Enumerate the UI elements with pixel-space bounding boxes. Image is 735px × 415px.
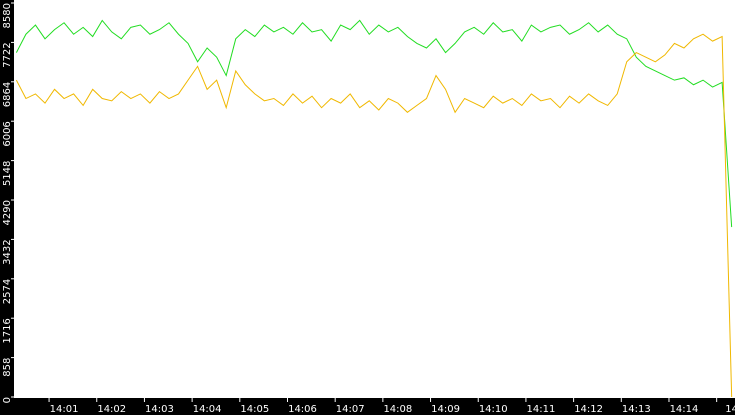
y-tick-label: 6864	[2, 82, 13, 107]
x-tick-label: 14:01	[50, 404, 79, 415]
y-tick-label: 1716	[2, 318, 13, 343]
series-line	[15, 19, 733, 228]
y-tick-label: 6006	[2, 121, 13, 146]
x-tick-label: 14:11	[527, 404, 556, 415]
y-axis-strip	[0, 0, 14, 415]
y-tick-label: 2574	[2, 279, 13, 304]
x-tick-label: 14:08	[383, 404, 412, 415]
y-tick-label: 5148	[2, 161, 13, 186]
x-axis-strip	[0, 398, 735, 415]
y-tick-label: 4290	[2, 200, 13, 225]
x-tick-label: 14:02	[97, 404, 126, 415]
x-tick-label: 14:14	[670, 404, 699, 415]
x-tick-label: 14:09	[431, 404, 460, 415]
x-tick-label: 14:07	[336, 404, 365, 415]
x-tick-label: 14	[725, 404, 735, 415]
y-tick-label: 7722	[2, 42, 13, 67]
x-tick-label: 14:12	[574, 404, 603, 415]
x-tick-label: 14:04	[193, 404, 222, 415]
y-tick-label: 3432	[2, 239, 13, 264]
series-line	[15, 33, 733, 398]
x-tick-label: 14:05	[240, 404, 269, 415]
y-tick-label: 8580	[2, 3, 13, 28]
x-tick-label: 14:13	[622, 404, 651, 415]
x-tick-label: 14:03	[145, 404, 174, 415]
y-tick-label: 0	[2, 397, 13, 403]
x-tick-label: 14:06	[288, 404, 317, 415]
y-tick-label: 858	[2, 358, 13, 377]
x-tick-label: 14:10	[479, 404, 508, 415]
